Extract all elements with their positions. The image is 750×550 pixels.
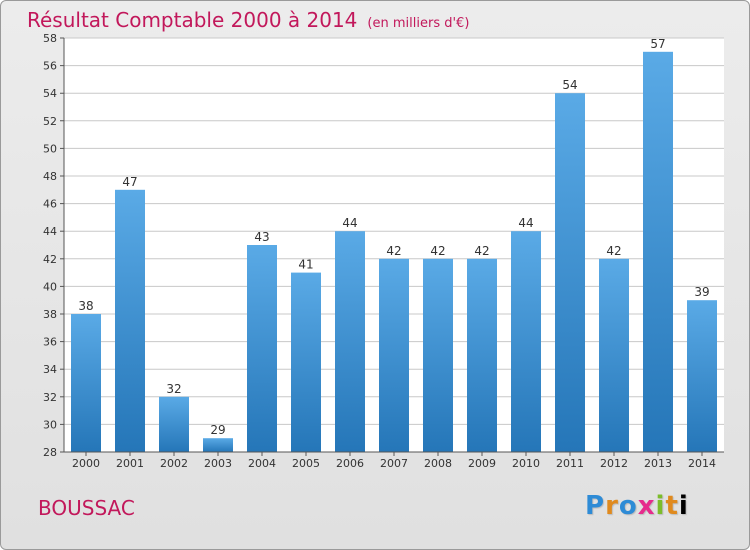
x-tick-label-2004: 2004 — [248, 457, 276, 470]
y-tick-label: 52 — [43, 115, 57, 128]
x-tick-label-2000: 2000 — [72, 457, 100, 470]
value-label-2000: 38 — [78, 299, 93, 313]
bar-2014 — [687, 300, 717, 452]
bar-2010 — [511, 231, 541, 452]
bar-2008 — [423, 258, 453, 452]
bar-2005 — [291, 272, 321, 452]
y-axis-ticks: 28 30 32 34 36 38 40 42 44 46 48 50 52 54 56 58 — [43, 32, 64, 459]
x-tick-label-2013: 2013 — [644, 457, 672, 470]
bar-2004 — [247, 245, 277, 452]
x-axis-ticks: 2000 2001 2002 2003 2004 2005 2006 2007 2008 2009… — [72, 452, 716, 470]
logo-letter: t — [665, 491, 679, 521]
logo-letter: i — [678, 491, 689, 521]
y-tick-label: 54 — [43, 87, 57, 100]
y-tick-label: 58 — [43, 32, 57, 45]
bar-2006 — [335, 231, 365, 452]
logo-letter: x — [637, 491, 656, 521]
chart-unit: (en milliers d'€) — [367, 16, 470, 31]
bar-2003 — [203, 438, 233, 452]
x-tick-label-2007: 2007 — [380, 457, 408, 470]
value-label-2012: 42 — [606, 244, 621, 258]
bar-2000 — [71, 314, 101, 452]
value-label-2011: 54 — [562, 78, 577, 92]
y-tick-label: 48 — [43, 170, 57, 183]
y-tick-label: 46 — [43, 198, 57, 211]
logo-letter: P — [585, 491, 606, 521]
x-tick-label-2006: 2006 — [336, 457, 364, 470]
commune-name: BOUSSAC — [38, 496, 135, 520]
value-label-2014: 39 — [694, 285, 709, 299]
value-label-2003: 29 — [210, 423, 225, 437]
bar-2013 — [643, 51, 673, 453]
y-tick-label: 38 — [43, 308, 57, 321]
value-label-2004: 43 — [254, 230, 269, 244]
bar-2009 — [467, 258, 497, 452]
value-label-2007: 42 — [386, 244, 401, 258]
value-label-2009: 42 — [474, 244, 489, 258]
logo-letter: i — [655, 491, 666, 521]
bar-2002 — [159, 396, 189, 452]
x-tick-label-2010: 2010 — [512, 457, 540, 470]
x-tick-label-2005: 2005 — [292, 457, 320, 470]
x-tick-label-2014: 2014 — [688, 457, 716, 470]
y-tick-label: 50 — [43, 142, 57, 155]
value-label-2002: 32 — [166, 382, 181, 396]
y-tick-label: 36 — [43, 336, 57, 349]
x-tick-label-2011: 2011 — [556, 457, 584, 470]
x-tick-label-2002: 2002 — [160, 457, 188, 470]
x-tick-label-2008: 2008 — [424, 457, 452, 470]
bars — [71, 51, 717, 453]
value-label-2005: 41 — [298, 258, 313, 272]
value-label-2006: 44 — [342, 216, 357, 230]
proxiti-logo: Proxiti — [585, 491, 689, 521]
y-tick-label: 56 — [43, 60, 57, 73]
y-tick-label: 28 — [43, 446, 57, 459]
bar-2007 — [379, 258, 409, 452]
value-label-2008: 42 — [430, 244, 445, 258]
bar-2011 — [555, 93, 585, 452]
x-tick-label-2009: 2009 — [468, 457, 496, 470]
logo-letter: r — [605, 491, 619, 521]
bar-2012 — [599, 258, 629, 452]
logo-letter: o — [618, 491, 638, 521]
y-tick-label: 42 — [43, 253, 57, 266]
x-tick-label-2001: 2001 — [116, 457, 144, 470]
x-tick-label-2012: 2012 — [600, 457, 628, 470]
chart-title-text: Résultat Comptable 2000 à 2014 — [27, 8, 358, 32]
y-tick-label: 44 — [43, 225, 57, 238]
chart-title: Résultat Comptable 2000 à 2014 (en millie… — [27, 8, 469, 32]
y-tick-label: 34 — [43, 363, 57, 376]
bar-2001 — [115, 189, 145, 453]
y-tick-label: 32 — [43, 391, 57, 404]
value-label-2001: 47 — [122, 175, 137, 189]
x-tick-label-2003: 2003 — [204, 457, 232, 470]
value-labels: 38 47 32 29 43 41 44 42 42 42 44 54 42 57 39 — [78, 37, 709, 437]
y-tick-label: 30 — [43, 418, 57, 431]
y-tick-label: 40 — [43, 280, 57, 293]
value-label-2010: 44 — [518, 216, 533, 230]
value-label-2013: 57 — [650, 37, 665, 51]
